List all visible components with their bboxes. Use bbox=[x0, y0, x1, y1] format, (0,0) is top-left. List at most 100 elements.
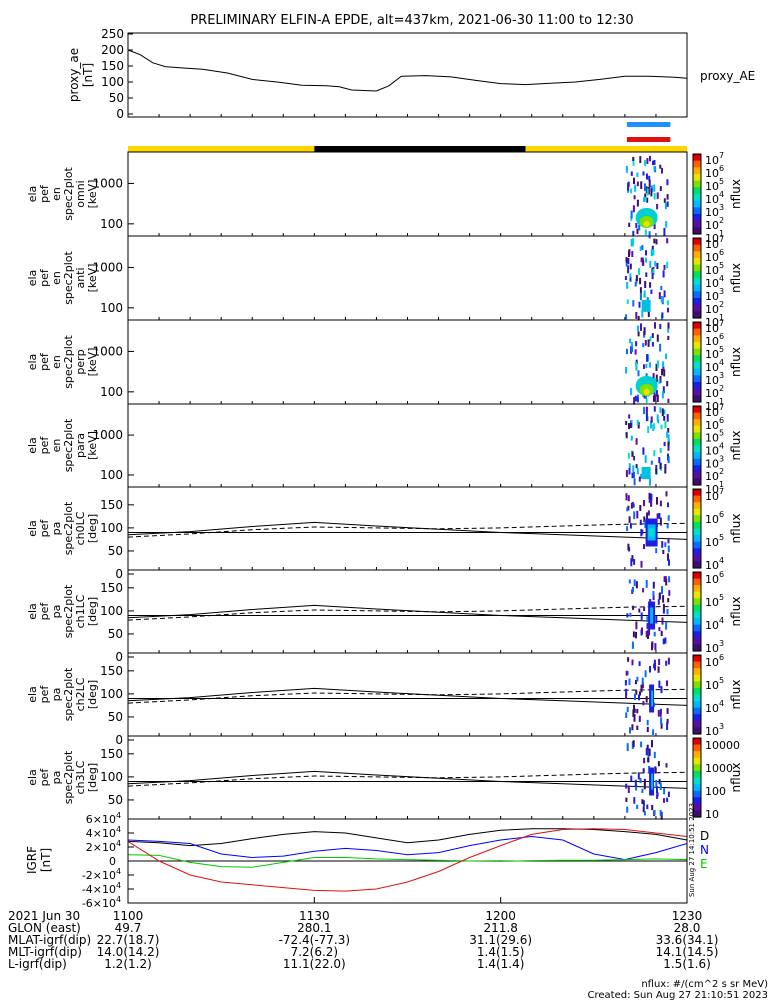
energy-colorbar-segment bbox=[693, 186, 701, 188]
energy-colorbar-tick: 10 bbox=[705, 251, 719, 264]
energy-spectrogram-pixel bbox=[637, 370, 640, 377]
pa-colorbar-segment bbox=[693, 542, 701, 545]
energy-colorbar-segment bbox=[693, 179, 701, 182]
energy-spectrogram-pixel bbox=[653, 160, 656, 165]
pa-colorbar-segment bbox=[693, 529, 701, 532]
pa-colorbar-segment bbox=[693, 604, 701, 607]
energy-colorbar-segment bbox=[693, 360, 701, 363]
pa-spectrogram-pixel bbox=[653, 751, 656, 759]
energy-spectrogram-pixel bbox=[625, 367, 628, 374]
energy-spectrogram-pixel bbox=[664, 421, 667, 429]
energy-spectrogram-core bbox=[641, 466, 651, 479]
energy-colorbar-segment bbox=[693, 411, 701, 414]
energy-spectrogram-pixel bbox=[640, 473, 643, 479]
pa-colorbar-segment bbox=[693, 503, 701, 506]
pa-colorbar-frame bbox=[692, 488, 702, 569]
pa-spectrogram-pixel bbox=[666, 680, 668, 687]
energy-ylabel-line: pef bbox=[38, 352, 51, 371]
pa-colorbar-segment bbox=[693, 726, 701, 729]
pa-colorbar-segment bbox=[693, 798, 701, 801]
energy-spectrogram-pixel bbox=[635, 438, 638, 445]
energy-ylabel-line: spec2plot bbox=[62, 418, 75, 472]
pa-anti-loss-cone-line bbox=[127, 605, 688, 621]
energy-colorbar-segment bbox=[693, 371, 701, 374]
energy-colorbar-segment bbox=[693, 164, 701, 167]
pa-colorbar-segment bbox=[693, 809, 701, 812]
igrf-ytick-label: -4×10 bbox=[82, 883, 116, 896]
pa-colorbar-segment bbox=[693, 682, 701, 685]
energy-colorbar-segment bbox=[693, 314, 701, 316]
energy-spectrogram-pixel bbox=[638, 224, 641, 231]
energy-spectrogram-pixel bbox=[629, 423, 632, 429]
igrf-legend-D: D bbox=[700, 829, 709, 843]
pa-colorbar-segment bbox=[693, 658, 701, 661]
energy-colorbar-segment bbox=[693, 335, 701, 338]
energy-spectrogram-pixel bbox=[646, 158, 649, 165]
igrf-ytick-exp: 4 bbox=[116, 881, 121, 890]
energy-colorbar-tick-exp: 6 bbox=[719, 164, 724, 173]
pa-spectrogram-pixel bbox=[657, 709, 660, 717]
pa-colorbar-segment bbox=[693, 670, 701, 673]
pa-spectrogram-pixel bbox=[627, 657, 630, 662]
energy-colorbar-segment bbox=[693, 295, 701, 298]
pa-colorbar-segment bbox=[693, 520, 701, 523]
pa-spectrogram-pixel bbox=[660, 686, 663, 694]
energy-colorbar-tick: 10 bbox=[705, 419, 719, 432]
energy-colorbar-segment bbox=[693, 376, 701, 379]
energy-colorbar-segment bbox=[693, 482, 701, 485]
pa-colorbar-segment bbox=[693, 622, 701, 624]
pa-spectrogram-pixel bbox=[629, 612, 632, 617]
pa-spectrogram-pixel bbox=[636, 510, 639, 519]
energy-colorbar-segment bbox=[693, 172, 701, 175]
pa-colorbar-segment bbox=[693, 524, 701, 527]
pa-ylabel-line: spec2plot bbox=[62, 750, 75, 804]
pa-spectrogram-pixel bbox=[653, 631, 656, 637]
pa-spectrogram-pixel bbox=[625, 712, 628, 718]
energy-colorbar-segment bbox=[693, 227, 701, 230]
pa-spectrogram-pixel bbox=[625, 493, 628, 501]
energy-colorbar-tick-exp: 2 bbox=[719, 384, 724, 393]
pa-colorbar-segment bbox=[693, 781, 701, 784]
pa-ytick-label: 150 bbox=[100, 581, 123, 595]
pa-colorbar-segment bbox=[693, 625, 701, 628]
energy-colorbar-segment bbox=[693, 372, 701, 375]
pa-ylabel-line: pa bbox=[50, 605, 63, 619]
pa-colorbar-segment bbox=[693, 558, 701, 561]
energy-colorbar-segment bbox=[693, 278, 701, 280]
energy-spectrogram-pixel bbox=[651, 271, 654, 280]
energy-spectrogram-pixel bbox=[633, 456, 636, 461]
footer-created: Created: Sun Aug 27 21:10:51 2023 bbox=[588, 990, 768, 1000]
pa-spectrogram-pixel bbox=[631, 659, 634, 666]
pa-colorbar-segment bbox=[693, 500, 701, 503]
energy-colorbar-segment bbox=[693, 338, 701, 340]
energy-ylabel-line: [keV] bbox=[86, 431, 99, 460]
energy-colorbar-segment bbox=[693, 330, 701, 332]
energy-spectrogram-pixel bbox=[659, 462, 662, 470]
energy-colorbar-tick-exp: 7 bbox=[719, 403, 724, 412]
energy-colorbar-tick-exp: 5 bbox=[719, 345, 724, 354]
pa-anti-loss-cone-line bbox=[127, 522, 688, 538]
energy-colorbar-segment bbox=[693, 166, 701, 168]
pa-spectrogram-pixel bbox=[644, 670, 647, 678]
pa-colorbar-tick-exp: 5 bbox=[719, 533, 724, 542]
energy-spectrogram-pixel bbox=[667, 328, 670, 333]
indicator-bar-red bbox=[626, 137, 671, 142]
pa-spectrogram-pixel bbox=[665, 763, 668, 768]
pa-spectrogram-pixel bbox=[663, 788, 666, 795]
pa-colorbar-segment bbox=[693, 730, 701, 732]
pa-spectrogram-pixel bbox=[666, 718, 669, 724]
energy-colorbar-tick-exp: 4 bbox=[719, 358, 724, 367]
energy-colorbar-segment bbox=[693, 171, 701, 174]
pa-spectrogram-pixel bbox=[635, 784, 638, 791]
pa-colorbar-tick-exp: 6 bbox=[719, 653, 724, 662]
pa-spectrogram-pixel bbox=[653, 810, 656, 815]
energy-spectrogram-pixel bbox=[632, 157, 635, 166]
pa-colorbar-segment bbox=[693, 557, 701, 560]
pa-spectrogram-pixel bbox=[642, 806, 645, 813]
energy-spectrogram-pixel bbox=[660, 285, 663, 291]
pa-spectrogram-pixel bbox=[652, 729, 655, 736]
x-row-value: 14.1(14.5) bbox=[656, 945, 719, 959]
energy-colorbar-segment bbox=[693, 215, 701, 218]
energy-spectrogram-pixel bbox=[667, 398, 670, 403]
pa-colorbar-segment bbox=[693, 690, 701, 693]
